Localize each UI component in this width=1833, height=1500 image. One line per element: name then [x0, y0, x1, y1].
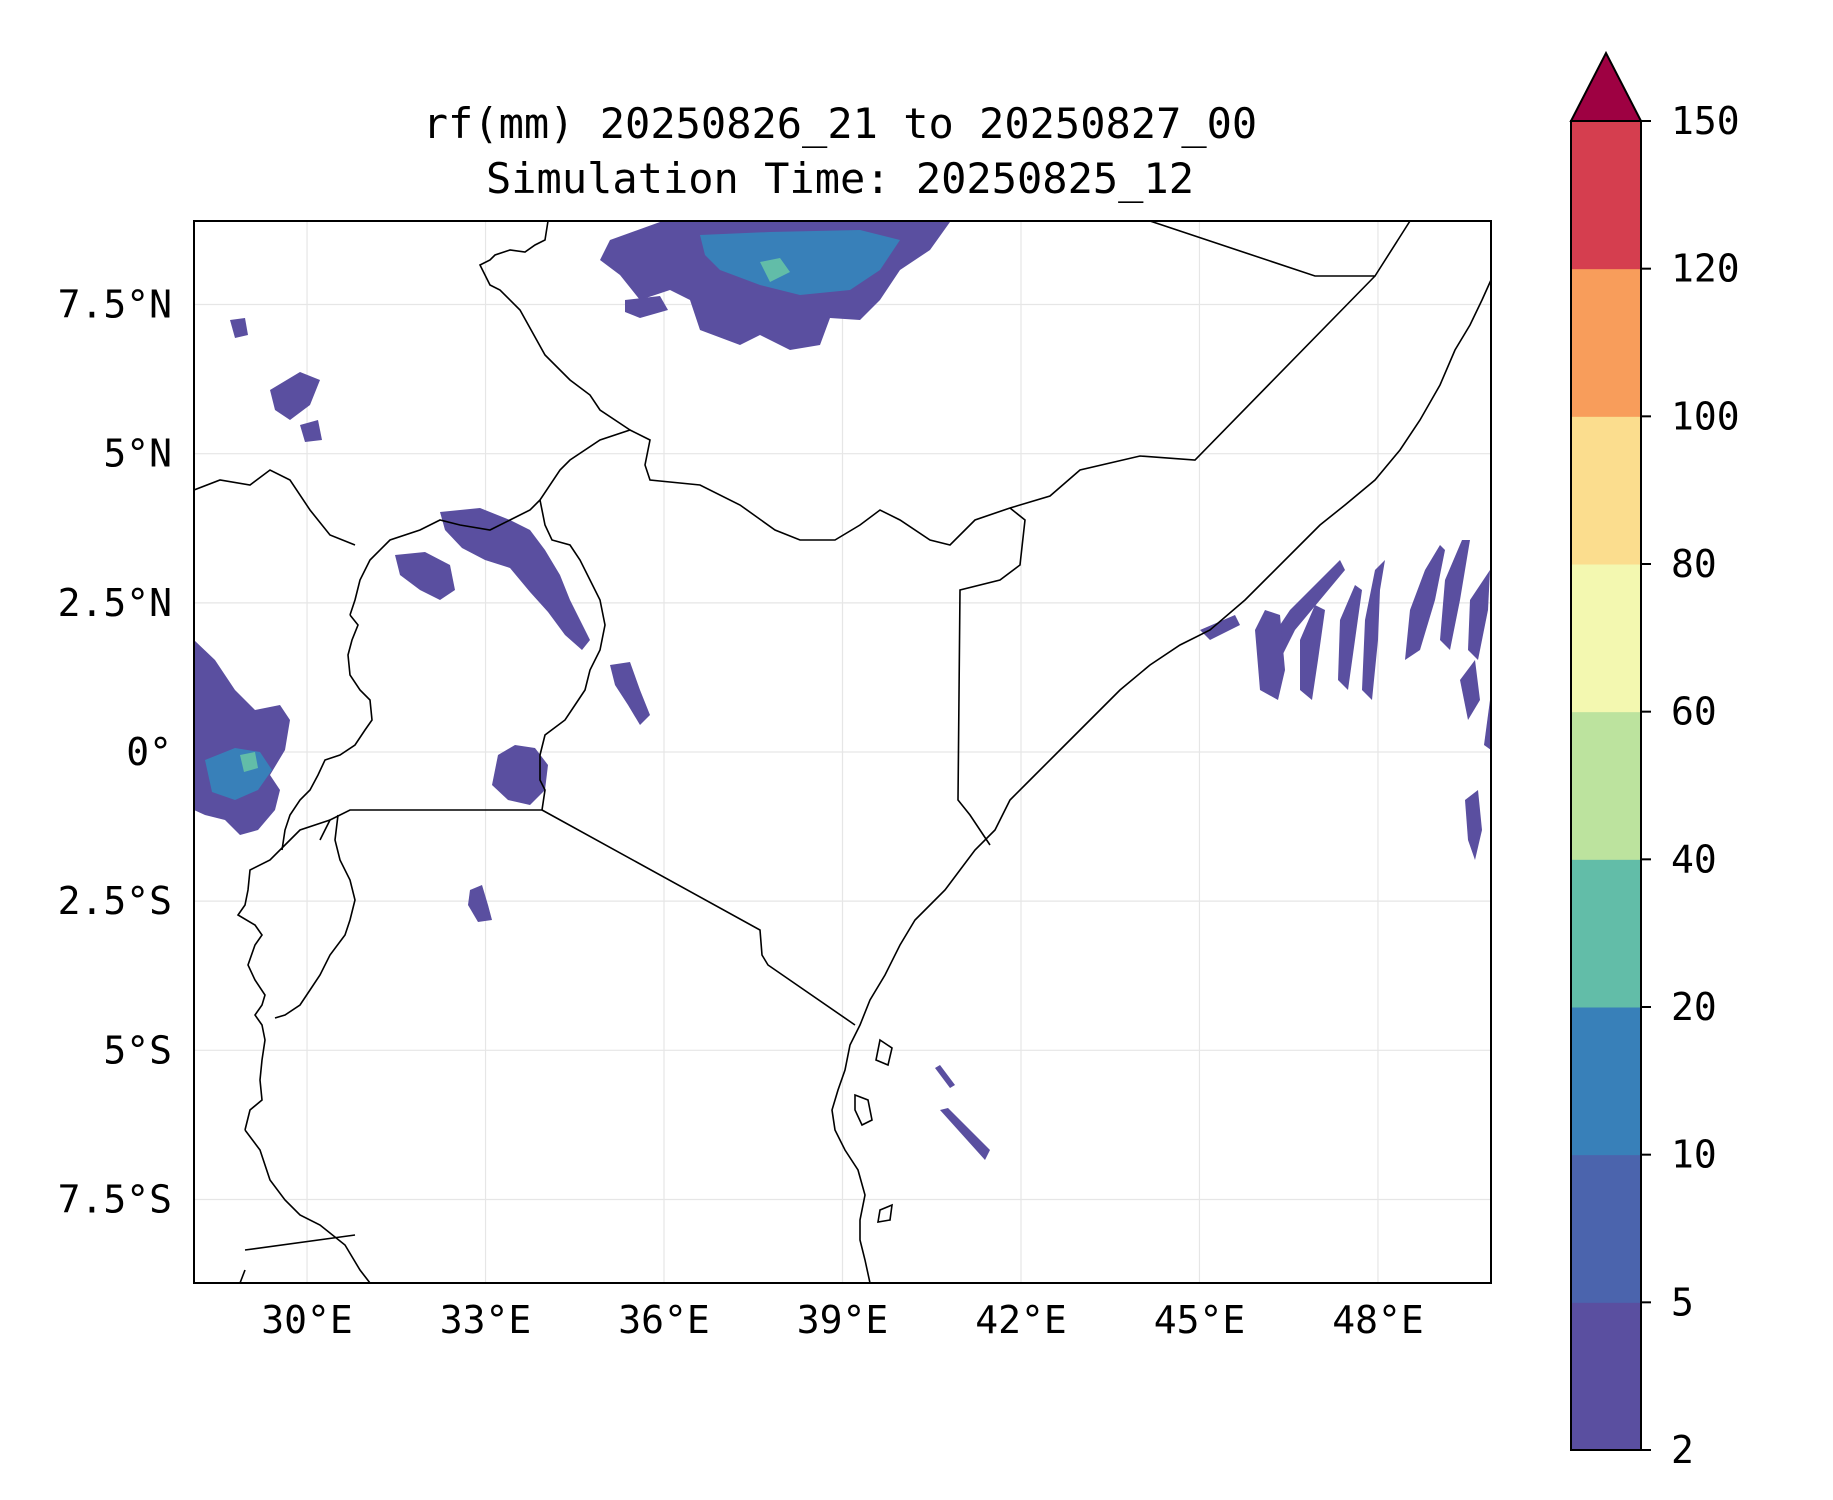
colorbar-frame — [1570, 120, 1642, 1451]
y-tick-label: 7.5°N — [58, 283, 172, 327]
y-tick-label: 2.5°S — [58, 879, 172, 923]
x-tick-label: 42°E — [975, 1298, 1067, 1342]
colorbar-segment — [1571, 268, 1641, 417]
rain-cluster-uganda-west — [395, 552, 455, 600]
rain-streak-offshore-2 — [935, 1065, 955, 1088]
colorbar-segment — [1571, 1007, 1641, 1156]
rain-cluster-uganda-south — [610, 662, 650, 725]
map-title-line-2: Simulation Time: 20250825_12 — [486, 154, 1194, 203]
x-tick-label: 36°E — [618, 1298, 710, 1342]
colorbar-segment — [1571, 416, 1641, 565]
colorbar-segment — [1571, 859, 1641, 1008]
map-frame — [193, 220, 1492, 1284]
colorbar-tick-label: 10 — [1671, 1133, 1717, 1177]
map-area: 30°E 33°E 36°E 39°E 42°E 45°E 48°E 7.5°N 5°N 2.5… — [58, 220, 1492, 1342]
y-tick-label: 5°S — [103, 1028, 172, 1072]
rain-cluster-ethiopia-inner — [700, 230, 900, 295]
rain-streak-offshore-1 — [940, 1108, 990, 1160]
rain-cluster-south-sudan-2 — [230, 318, 248, 338]
rain-cluster-ethiopia-west — [625, 296, 668, 318]
rain-cluster-uganda-north — [440, 508, 590, 650]
x-tick-label: 39°E — [797, 1298, 889, 1342]
graticule-lines — [194, 221, 1491, 1283]
rain-cluster-south-sudan — [270, 372, 320, 420]
colorbar-tick-label: 100 — [1671, 394, 1740, 438]
rain-cluster-tanzania — [468, 885, 492, 922]
colorbar-extend-arrow — [1569, 50, 1643, 122]
y-tick-label: 5°N — [103, 432, 172, 476]
x-tick-label: 30°E — [261, 1298, 353, 1342]
colorbar-segment — [1571, 711, 1641, 860]
colorbar-tick-label: 40 — [1671, 837, 1717, 881]
x-tick-label: 48°E — [1332, 1298, 1424, 1342]
x-axis-ticks: 30°E 33°E 36°E 39°E 42°E 45°E 48°E — [261, 1298, 1423, 1342]
map-title-line-1: rf(mm) 20250826_21 to 20250827_00 — [423, 99, 1257, 148]
colorbar-tick-label: 2 — [1671, 1428, 1694, 1472]
colorbar-segment — [1571, 121, 1641, 270]
colorbar-tick-label: 60 — [1671, 690, 1717, 734]
colorbar-tick-label: 5 — [1671, 1280, 1694, 1324]
colorbar: 2 5 10 20 40 60 80 100 120 150 — [1569, 50, 1740, 1472]
colorbar-segment — [1571, 564, 1641, 713]
colorbar-tick-label: 80 — [1671, 542, 1717, 586]
country-borders — [194, 221, 1411, 1283]
colorbar-tick-label: 150 — [1671, 99, 1740, 143]
colorbar-tick-label: 20 — [1671, 985, 1717, 1029]
rain-cluster-ethiopia-core — [760, 258, 790, 282]
y-axis-ticks: 7.5°N 5°N 2.5°N 0° 2.5°S 5°S 7.5°S — [58, 283, 172, 1222]
rain-cluster-south-sudan-3 — [300, 420, 322, 442]
y-tick-label: 2.5°N — [58, 581, 172, 625]
coastline — [831, 279, 1491, 1283]
y-tick-label: 0° — [126, 730, 172, 774]
x-tick-label: 33°E — [440, 1298, 532, 1342]
rainfall-contours — [194, 222, 1491, 1160]
colorbar-tick-label: 120 — [1671, 247, 1740, 291]
x-tick-label: 45°E — [1154, 1298, 1246, 1342]
y-tick-label: 7.5°S — [58, 1177, 172, 1221]
colorbar-segment — [1571, 1154, 1641, 1303]
rain-cluster-drc-core — [240, 752, 258, 772]
rain-cluster-lake-victoria — [492, 745, 548, 805]
colorbar-segment — [1571, 1302, 1641, 1451]
rain-bands-somalia — [1200, 540, 1491, 860]
